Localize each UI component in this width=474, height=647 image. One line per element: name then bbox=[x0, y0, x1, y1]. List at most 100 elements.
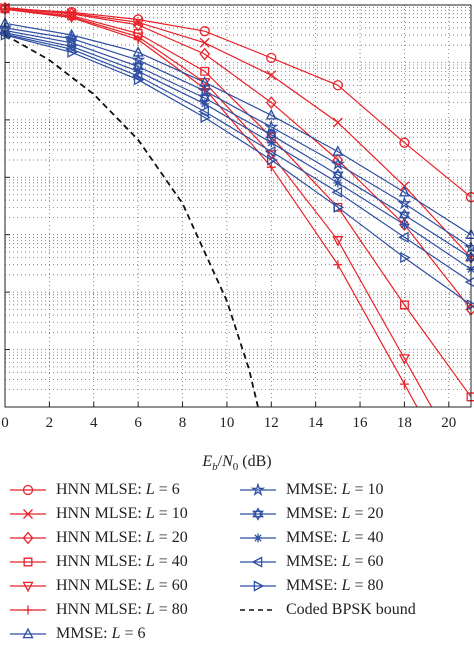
series-line bbox=[5, 8, 433, 407]
data-point bbox=[398, 231, 409, 243]
data-point bbox=[0, 29, 12, 41]
data-point bbox=[266, 70, 277, 81]
legend-symbol bbox=[10, 509, 46, 519]
data-point bbox=[399, 137, 410, 148]
data-point bbox=[200, 66, 210, 76]
data-point bbox=[132, 14, 144, 25]
data-point bbox=[266, 138, 276, 148]
legend-item: HNN MLSE: L = 20 bbox=[10, 526, 188, 550]
data-point bbox=[466, 264, 474, 274]
data-point bbox=[332, 168, 344, 179]
data-point bbox=[330, 156, 346, 171]
series-line bbox=[5, 27, 471, 249]
legend-label: MMSE: L = 20 bbox=[286, 505, 384, 522]
ber-chart: 0 2 4 6 8 10 12 14 16 18 20 Eb/N0 (dB) bbox=[0, 1, 474, 473]
data-point bbox=[133, 17, 144, 28]
legend-label: MMSE: L = 80 bbox=[286, 577, 384, 594]
data-point bbox=[266, 162, 276, 172]
data-point bbox=[265, 131, 278, 142]
grid bbox=[4, 5, 471, 408]
data-point bbox=[253, 533, 263, 543]
series-line bbox=[5, 34, 471, 306]
data-point bbox=[466, 392, 474, 402]
data-point bbox=[132, 18, 144, 32]
legend-label: HNN MLSE: L = 20 bbox=[56, 529, 188, 546]
data-point bbox=[250, 482, 266, 497]
data-point bbox=[266, 52, 277, 64]
legend-symbol bbox=[10, 531, 46, 545]
data-point bbox=[265, 108, 277, 120]
x-tick-label: 20 bbox=[441, 415, 456, 431]
data-point bbox=[131, 70, 143, 82]
data-point bbox=[199, 37, 210, 48]
data-point bbox=[23, 557, 33, 567]
x-tick-label: 6 bbox=[134, 415, 142, 431]
data-point bbox=[67, 46, 78, 58]
data-point bbox=[331, 186, 343, 198]
legend-symbol bbox=[10, 627, 46, 639]
legend-symbol bbox=[240, 580, 276, 592]
data-point bbox=[253, 580, 265, 592]
legend-symbol bbox=[240, 533, 276, 543]
plot-curves bbox=[0, 1, 474, 407]
data-point bbox=[133, 35, 143, 45]
legend-label: Coded BPSK bound bbox=[286, 601, 416, 618]
x-tick-label: 8 bbox=[179, 415, 187, 431]
data-point bbox=[267, 154, 278, 166]
data-point bbox=[65, 43, 76, 55]
data-point bbox=[398, 208, 411, 219]
series-line bbox=[5, 7, 471, 259]
x-tick-label: 12 bbox=[264, 415, 279, 431]
data-point bbox=[332, 236, 344, 247]
data-point bbox=[67, 13, 77, 23]
data-point bbox=[398, 354, 411, 365]
legend-label: HNN MLSE: L = 10 bbox=[56, 505, 188, 522]
data-point bbox=[132, 32, 144, 44]
legend: HNN MLSE: L = 6 HNN MLSE: L = 10 HNN MLSE:… bbox=[0, 480, 474, 647]
plot-frame bbox=[4, 4, 472, 408]
data-point bbox=[252, 507, 264, 518]
x-tick-label: 18 bbox=[397, 415, 412, 431]
legend-item: HNN MLSE: L = 6 bbox=[10, 478, 180, 502]
data-point bbox=[200, 99, 210, 109]
legend-item: MMSE: L = 80 bbox=[240, 574, 384, 598]
data-point bbox=[400, 251, 411, 264]
legend-item: Coded BPSK bound bbox=[240, 598, 416, 622]
data-point bbox=[466, 299, 474, 311]
data-point bbox=[199, 26, 210, 37]
legend-item: MMSE: L = 20 bbox=[240, 502, 384, 526]
data-point bbox=[398, 211, 411, 222]
legend-item: HNN MLSE: L = 10 bbox=[10, 502, 188, 526]
legend-symbol bbox=[10, 557, 46, 567]
legend-symbol bbox=[240, 556, 276, 568]
legend-item: HNN MLSE: L = 40 bbox=[10, 550, 188, 574]
data-point bbox=[332, 117, 343, 128]
legend-item: MMSE: L = 40 bbox=[240, 526, 384, 550]
legend-symbol bbox=[240, 507, 276, 521]
axes: 0 2 4 6 8 10 12 14 16 18 20 bbox=[1, 4, 472, 431]
data-point bbox=[251, 556, 263, 568]
data-point bbox=[464, 277, 474, 287]
series-line bbox=[5, 8, 418, 407]
data-point bbox=[333, 260, 343, 270]
legend-label: MMSE: L = 10 bbox=[286, 481, 384, 498]
legend-item: HNN MLSE: L = 80 bbox=[10, 598, 188, 622]
data-point bbox=[23, 509, 33, 519]
x-tick-label: 16 bbox=[353, 415, 369, 431]
x-tick-label: 10 bbox=[219, 415, 234, 431]
data-point bbox=[133, 74, 145, 86]
legend-label: MMSE: L = 60 bbox=[286, 553, 384, 570]
data-point bbox=[252, 510, 264, 521]
legend-label: MMSE: L = 6 bbox=[56, 625, 146, 642]
legend-label: HNN MLSE: L = 40 bbox=[56, 553, 188, 570]
data-point bbox=[398, 185, 411, 197]
series-line bbox=[5, 8, 471, 398]
data-point bbox=[132, 63, 144, 74]
data-point bbox=[22, 531, 34, 545]
legend-symbol bbox=[10, 605, 46, 615]
legend-label: HNN MLSE: L = 80 bbox=[56, 601, 188, 618]
legend-label: HNN MLSE: L = 60 bbox=[56, 577, 188, 594]
x-tick-label: 14 bbox=[308, 415, 324, 431]
data-point bbox=[332, 171, 344, 182]
data-point bbox=[23, 605, 33, 615]
